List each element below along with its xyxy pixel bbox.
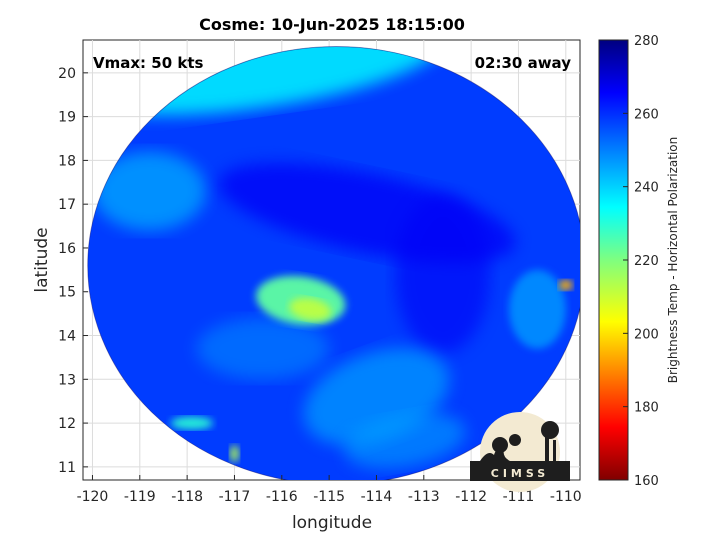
swath-edge	[87, 46, 580, 480]
eastern-convection-hotspot	[558, 279, 573, 291]
cimss-logo-text: CIMSS	[491, 467, 549, 480]
x-axis-label: longitude	[292, 513, 372, 533]
colorbar-tick-label: 280	[634, 34, 659, 49]
northwest-cyan-band	[92, 151, 207, 231]
colorbar-label: Brightness Temp - Horizontal Polarizatio…	[666, 137, 680, 384]
heatmap-swath	[87, 46, 580, 480]
spiral-band-dark	[395, 195, 491, 354]
x-axis: -120 -119 -118 -117 -116 -115 -114 -113 -112 -111…	[77, 475, 582, 505]
southwest-cell	[229, 444, 240, 463]
x-tick-label: -116	[266, 489, 298, 505]
y-axis: 11 12 13 14 15 16 17 18 19 20	[58, 66, 88, 476]
y-tick-label: 12	[58, 416, 76, 432]
eye-region-warm	[289, 297, 332, 321]
y-tick-label: 16	[58, 241, 76, 257]
eastern-convection-hotspot	[509, 269, 566, 349]
x-tick-label: -117	[219, 489, 251, 505]
x-tick-label: -111	[503, 489, 535, 505]
southern-rainband	[196, 318, 330, 380]
y-axis-label: latitude	[32, 227, 52, 292]
y-tick-label: 19	[58, 110, 76, 126]
colorbar-ticks: 160 180 200 220 240 260 280	[623, 34, 659, 489]
chart-title: Cosme: 10-Jun-2025 18:15:00	[199, 15, 465, 34]
y-tick-label: 13	[58, 372, 76, 388]
colorbar-tick-label: 180	[634, 401, 659, 416]
cimss-logo: CIMSS	[470, 412, 570, 492]
colorbar-tick-label: 240	[634, 181, 659, 196]
vmax-annotation: Vmax: 50 kts	[93, 54, 203, 72]
x-tick-label: -115	[313, 489, 345, 505]
y-tick-label: 15	[58, 285, 76, 301]
time-away-annotation: 02:30 away	[475, 54, 572, 72]
y-tick-label: 17	[58, 197, 76, 213]
x-tick-label: -120	[77, 489, 109, 505]
x-tick-label: -114	[361, 489, 393, 505]
y-tick-label: 11	[58, 460, 76, 476]
southern-rainband	[344, 412, 466, 469]
swath-disc	[87, 46, 580, 480]
colorbar-tick-label: 260	[634, 107, 659, 122]
southwest-cell	[170, 416, 214, 430]
colorbar-tick-label: 200	[634, 327, 659, 342]
y-tick-label: 20	[58, 66, 76, 82]
x-tick-label: -112	[455, 489, 487, 505]
colorbar-tick-label: 220	[634, 254, 659, 269]
x-tick-label: -118	[171, 489, 203, 505]
x-tick-label: -119	[124, 489, 156, 505]
colorbar-tick-label: 160	[634, 474, 659, 489]
x-tick-label: -113	[408, 489, 440, 505]
y-tick-label: 14	[58, 329, 76, 345]
y-tick-label: 18	[58, 153, 76, 169]
x-tick-label: -110	[550, 489, 582, 505]
